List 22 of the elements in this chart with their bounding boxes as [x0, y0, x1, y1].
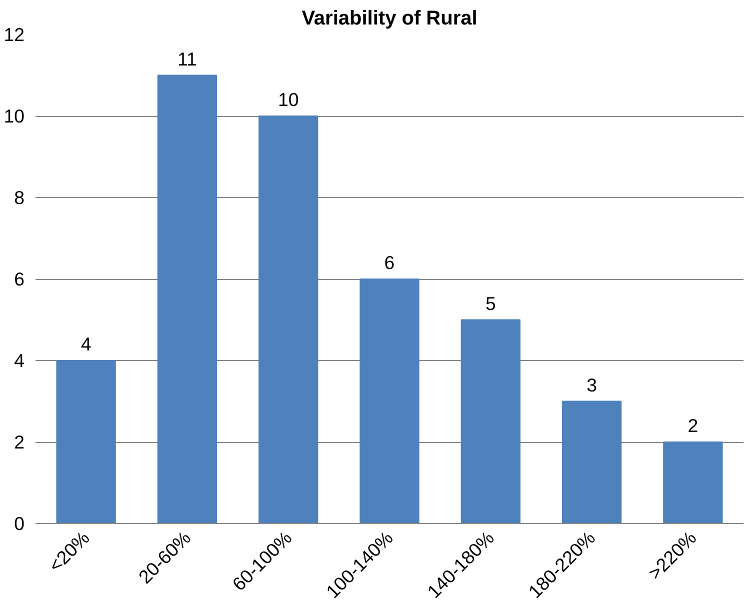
- chart-title: Variability of Rural: [302, 8, 478, 30]
- data-label: 10: [278, 89, 299, 110]
- bar: [460, 319, 520, 524]
- bar: [157, 74, 218, 524]
- data-label: 11: [178, 48, 197, 70]
- bar: [360, 278, 420, 524]
- bar: [562, 400, 622, 524]
- y-tick-label: 12: [4, 24, 25, 45]
- bar: [258, 116, 318, 524]
- data-label: 6: [384, 252, 395, 273]
- y-tick-label: 4: [14, 350, 25, 371]
- bar: [56, 360, 116, 524]
- y-tick-label: 6: [14, 268, 25, 290]
- y-tick-label: 0: [14, 513, 25, 534]
- y-tick-label: 2: [14, 432, 25, 452]
- data-label: 4: [80, 334, 92, 354]
- y-tick-label: 10: [4, 106, 25, 126]
- data-label: 2: [688, 415, 698, 436]
- data-label: 5: [485, 292, 496, 314]
- y-tick-label: 8: [14, 187, 25, 208]
- bar: [663, 442, 723, 524]
- data-label: 3: [586, 374, 597, 396]
